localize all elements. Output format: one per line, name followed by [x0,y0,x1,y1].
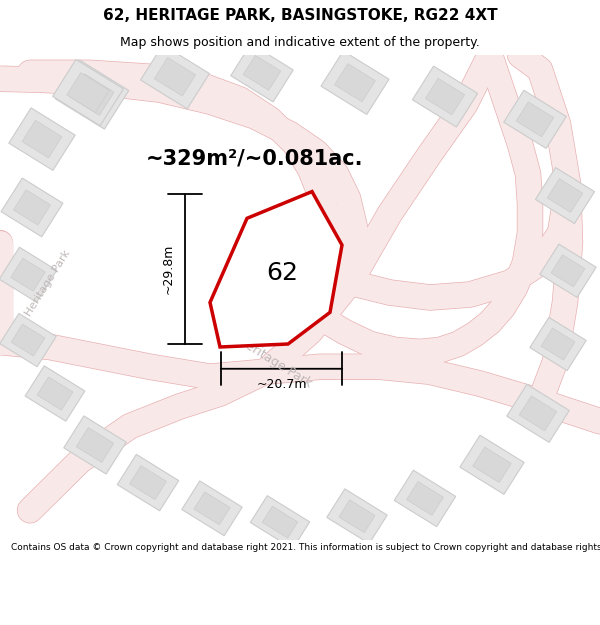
Polygon shape [460,435,524,494]
Polygon shape [551,255,585,287]
Polygon shape [194,492,230,525]
Polygon shape [64,416,126,474]
Polygon shape [321,51,389,114]
Polygon shape [535,168,595,224]
Polygon shape [262,506,298,538]
Polygon shape [412,66,478,127]
Polygon shape [507,384,569,442]
Text: Contains OS data © Crown copyright and database right 2021. This information is : Contains OS data © Crown copyright and d… [11,542,600,551]
Text: Map shows position and indicative extent of the property.: Map shows position and indicative extent… [120,36,480,49]
Polygon shape [11,324,45,356]
Polygon shape [182,481,242,536]
Polygon shape [140,45,209,109]
Text: Heritage Park: Heritage Park [235,334,314,390]
Polygon shape [519,396,557,431]
Polygon shape [1,178,63,237]
Text: ~29.8m: ~29.8m [161,244,175,294]
Polygon shape [22,121,62,158]
Polygon shape [210,192,342,347]
Polygon shape [13,190,50,225]
Polygon shape [335,64,376,102]
Polygon shape [243,56,281,90]
Polygon shape [11,258,45,291]
Text: 62: 62 [266,261,298,285]
Text: ~329m²/~0.081ac.: ~329m²/~0.081ac. [146,149,364,169]
Polygon shape [67,72,109,112]
Polygon shape [394,470,456,527]
Polygon shape [327,489,387,544]
Polygon shape [37,377,73,410]
Polygon shape [9,108,75,171]
Polygon shape [25,366,85,421]
Polygon shape [339,500,375,532]
Polygon shape [541,328,575,360]
Text: Heritage Park: Heritage Park [23,248,73,318]
Text: 62, HERITAGE PARK, BASINGSTOKE, RG22 4XT: 62, HERITAGE PARK, BASINGSTOKE, RG22 4XT [103,8,497,23]
Polygon shape [473,447,511,482]
Polygon shape [516,102,554,137]
Polygon shape [407,481,443,516]
Polygon shape [530,318,586,371]
Polygon shape [55,60,129,129]
Polygon shape [547,179,583,212]
Polygon shape [540,244,596,298]
Polygon shape [425,78,464,115]
Polygon shape [0,248,57,302]
Polygon shape [76,428,114,462]
Polygon shape [504,90,566,148]
Polygon shape [0,313,56,367]
Polygon shape [117,454,179,511]
Polygon shape [130,466,166,499]
Polygon shape [250,496,310,549]
Polygon shape [53,59,124,126]
Polygon shape [70,74,114,115]
Text: ~20.7m: ~20.7m [256,378,307,391]
Polygon shape [231,44,293,102]
Polygon shape [154,58,196,96]
